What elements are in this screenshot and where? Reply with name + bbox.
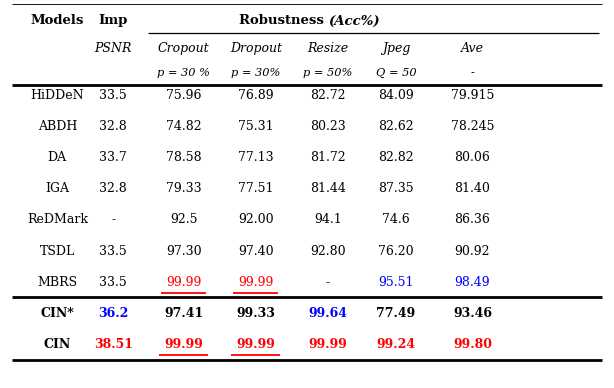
- Text: 98.49: 98.49: [454, 276, 491, 289]
- Text: 33.5: 33.5: [99, 276, 127, 289]
- Text: 82.72: 82.72: [310, 89, 346, 102]
- Text: 33.5: 33.5: [99, 244, 127, 258]
- Text: -: -: [470, 68, 475, 78]
- Text: 84.09: 84.09: [378, 89, 414, 102]
- Text: 76.20: 76.20: [378, 244, 414, 258]
- Text: 78.58: 78.58: [166, 151, 201, 164]
- Text: 79.33: 79.33: [166, 182, 201, 195]
- Text: -: -: [111, 213, 115, 227]
- Text: p = 50%: p = 50%: [303, 68, 352, 78]
- Text: 99.33: 99.33: [236, 307, 275, 320]
- Text: 33.5: 33.5: [99, 89, 127, 102]
- Text: 94.1: 94.1: [314, 213, 342, 227]
- Text: 95.51: 95.51: [378, 276, 414, 289]
- Text: ReDMark: ReDMark: [27, 213, 88, 227]
- Text: Ave: Ave: [461, 42, 484, 55]
- Text: p = 30 %: p = 30 %: [157, 68, 210, 78]
- Text: MBRS: MBRS: [37, 276, 77, 289]
- Text: 75.31: 75.31: [238, 120, 274, 133]
- Text: 76.89: 76.89: [238, 89, 274, 102]
- Text: 82.62: 82.62: [378, 120, 414, 133]
- Text: 32.8: 32.8: [99, 120, 127, 133]
- Text: 77.13: 77.13: [238, 151, 274, 164]
- Text: 77.49: 77.49: [376, 307, 416, 320]
- Text: PSNR: PSNR: [95, 42, 132, 55]
- Text: 81.40: 81.40: [454, 182, 491, 195]
- Text: Robustness: Robustness: [239, 14, 328, 28]
- Text: 74.6: 74.6: [382, 213, 410, 227]
- Text: 93.46: 93.46: [453, 307, 492, 320]
- Text: 99.99: 99.99: [166, 276, 201, 289]
- Text: 79.915: 79.915: [451, 89, 494, 102]
- Text: DA: DA: [48, 151, 67, 164]
- Text: 36.2: 36.2: [98, 307, 128, 320]
- Text: p = 30%: p = 30%: [231, 68, 281, 78]
- Text: 38.51: 38.51: [94, 338, 133, 351]
- Text: 99.99: 99.99: [164, 338, 203, 351]
- Text: ABDH: ABDH: [37, 120, 77, 133]
- Text: 74.82: 74.82: [166, 120, 201, 133]
- Text: 97.40: 97.40: [238, 244, 274, 258]
- Text: 97.30: 97.30: [166, 244, 201, 258]
- Text: 99.99: 99.99: [309, 338, 348, 351]
- Text: 32.8: 32.8: [99, 182, 127, 195]
- Text: 99.80: 99.80: [453, 338, 492, 351]
- Text: Imp: Imp: [99, 14, 128, 28]
- Text: CIN: CIN: [44, 338, 71, 351]
- Text: 78.245: 78.245: [451, 120, 494, 133]
- Text: 81.72: 81.72: [310, 151, 346, 164]
- Text: 99.64: 99.64: [309, 307, 348, 320]
- Text: 77.51: 77.51: [238, 182, 274, 195]
- Text: 90.92: 90.92: [455, 244, 490, 258]
- Text: -: -: [326, 276, 330, 289]
- Text: 97.41: 97.41: [164, 307, 203, 320]
- Text: 92.00: 92.00: [238, 213, 274, 227]
- Text: 92.5: 92.5: [170, 213, 197, 227]
- Text: 33.7: 33.7: [99, 151, 127, 164]
- Text: Models: Models: [31, 14, 84, 28]
- Text: Cropout: Cropout: [158, 42, 209, 55]
- Text: 92.80: 92.80: [310, 244, 346, 258]
- Text: 86.36: 86.36: [454, 213, 491, 227]
- Text: 80.23: 80.23: [310, 120, 346, 133]
- Text: 99.24: 99.24: [376, 338, 416, 351]
- Text: 87.35: 87.35: [378, 182, 414, 195]
- Text: CIN*: CIN*: [41, 307, 74, 320]
- Text: IGA: IGA: [45, 182, 69, 195]
- Text: Jpeg: Jpeg: [382, 42, 410, 55]
- Text: 80.06: 80.06: [454, 151, 491, 164]
- Text: 82.82: 82.82: [378, 151, 414, 164]
- Text: Q = 50: Q = 50: [376, 68, 416, 78]
- Text: 81.44: 81.44: [310, 182, 346, 195]
- Text: Dropout: Dropout: [230, 42, 282, 55]
- Text: 99.99: 99.99: [236, 338, 275, 351]
- Text: 75.96: 75.96: [166, 89, 201, 102]
- Text: TSDL: TSDL: [40, 244, 75, 258]
- Text: 99.99: 99.99: [238, 276, 274, 289]
- Text: Resize: Resize: [308, 42, 349, 55]
- Text: HiDDeN: HiDDeN: [31, 89, 84, 102]
- Text: (Acc%): (Acc%): [328, 14, 379, 28]
